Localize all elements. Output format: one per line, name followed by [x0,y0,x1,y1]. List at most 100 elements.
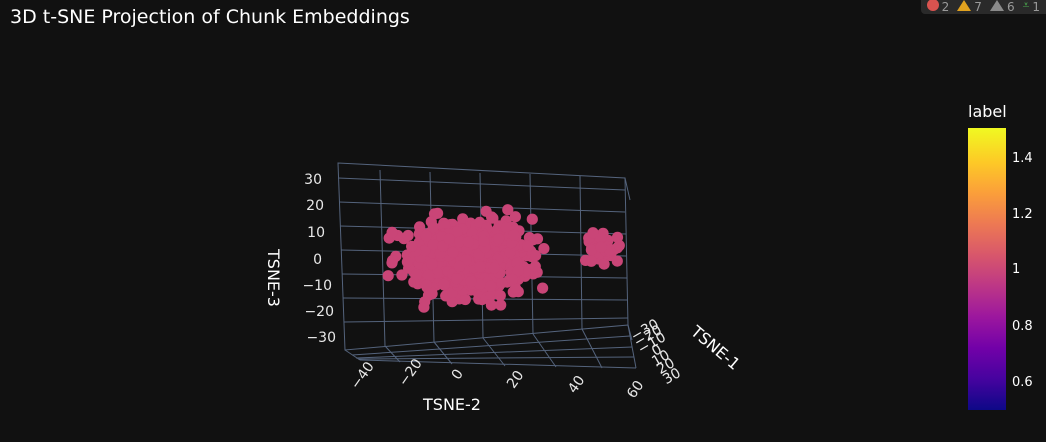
data-point[interactable] [427,239,439,251]
scatter-points[interactable] [382,204,625,313]
x-axis-title: TSNE-1 [686,321,743,373]
y-tick-label: 0 [449,366,467,382]
data-point[interactable] [427,221,439,233]
data-point[interactable] [485,280,497,292]
data-point[interactable] [459,293,471,306]
data-point[interactable] [465,276,477,288]
z-tick-label: 0 [313,252,322,268]
z-tick-label: 30 [304,172,322,188]
error-badge[interactable]: 2 [926,0,950,14]
data-point[interactable] [522,240,534,252]
data-point[interactable] [538,243,550,255]
y-tick-label: −40 [348,359,378,392]
x-axis-ticks: −30 −20 −10 0 10 20 30 [628,316,684,388]
data-point[interactable] [509,211,521,223]
data-point[interactable] [587,227,599,239]
status-strip[interactable]: 2 7 6 ⩡ 1 [920,0,1046,14]
z-axis-ticks: 30 20 10 0 −10 −20 −30 [302,172,336,346]
data-point[interactable] [431,267,443,279]
data-point[interactable] [512,265,525,277]
colorbar-tick: 0.6 [1012,375,1033,390]
data-point[interactable] [478,235,490,247]
data-point[interactable] [506,273,518,286]
data-point[interactable] [402,229,414,242]
info-icon [989,0,1004,11]
passed-badge[interactable]: ⩡ 1 [1022,0,1040,14]
data-point[interactable] [494,290,506,302]
x-tick-label: 10 [649,347,672,370]
passed-count: 1 [1032,0,1040,14]
y-tick-label: 20 [504,368,527,392]
data-point[interactable] [420,279,432,291]
double-chevron-icon: ⩡ [1022,0,1030,12]
data-point[interactable] [598,258,610,270]
data-point[interactable] [508,229,520,241]
data-point[interactable] [480,205,492,217]
data-point[interactable] [611,255,623,267]
data-point[interactable] [406,240,418,252]
data-point[interactable] [585,255,597,267]
data-point[interactable] [488,262,500,274]
data-point[interactable] [485,289,497,301]
data-point[interactable] [454,236,466,248]
data-point[interactable] [420,230,432,242]
colorbar-tick: 1.4 [1012,151,1033,166]
data-point[interactable] [447,246,459,258]
z-tick-label: 20 [306,198,324,214]
data-point[interactable] [595,241,607,253]
data-point[interactable] [474,278,486,290]
data-point[interactable] [529,260,541,272]
data-point[interactable] [487,212,499,224]
z-axis-title: TSNE-3 [264,248,283,307]
chart-title: 3D t-SNE Projection of Chunk Embeddings [10,6,410,28]
data-point[interactable] [386,255,399,267]
data-point[interactable] [500,222,513,234]
data-point[interactable] [422,269,435,282]
colorbar-title: label [968,102,1007,121]
x-tick-label: 20 [654,355,677,378]
data-point[interactable] [386,226,398,238]
data-point[interactable] [453,260,465,272]
data-point[interactable] [495,299,507,311]
data-point[interactable] [537,282,549,294]
data-point[interactable] [451,273,463,285]
data-point[interactable] [410,268,422,281]
z-tick-label: −30 [306,330,336,346]
z-tick-label: −10 [302,278,332,294]
data-point[interactable] [382,270,394,282]
x-tick-label: 30 [660,365,683,388]
data-point[interactable] [509,282,522,294]
data-point[interactable] [432,207,444,219]
z-tick-label: −20 [304,304,334,320]
data-point[interactable] [419,245,431,257]
data-point[interactable] [418,301,430,313]
colorbar-gradient [968,128,1006,410]
data-point[interactable] [496,277,508,289]
data-point[interactable] [437,240,449,252]
data-point[interactable] [493,233,505,245]
error-icon [926,0,939,11]
data-point[interactable] [401,256,413,268]
info-badge[interactable]: 6 [989,0,1015,13]
y-tick-label: 60 [624,378,647,402]
warning-icon [957,0,972,11]
data-point[interactable] [462,236,474,248]
data-point[interactable] [585,244,598,256]
colorbar-tick: 0.8 [1012,319,1033,334]
data-point[interactable] [530,250,542,262]
y-axis-title: TSNE-2 [422,395,481,414]
warning-count: 7 [974,0,982,14]
data-point[interactable] [438,278,450,290]
data-point[interactable] [502,204,514,216]
data-point[interactable] [451,226,463,238]
data-point[interactable] [426,258,438,270]
error-count: 2 [941,0,950,14]
colorbar-tick: 1 [1012,262,1020,277]
data-point[interactable] [613,239,625,252]
warning-badge[interactable]: 7 [957,0,982,14]
data-point[interactable] [474,261,486,273]
data-point[interactable] [443,233,455,245]
data-point[interactable] [526,213,538,225]
y-axis-ticks: −40 −20 0 20 40 60 [348,356,648,402]
